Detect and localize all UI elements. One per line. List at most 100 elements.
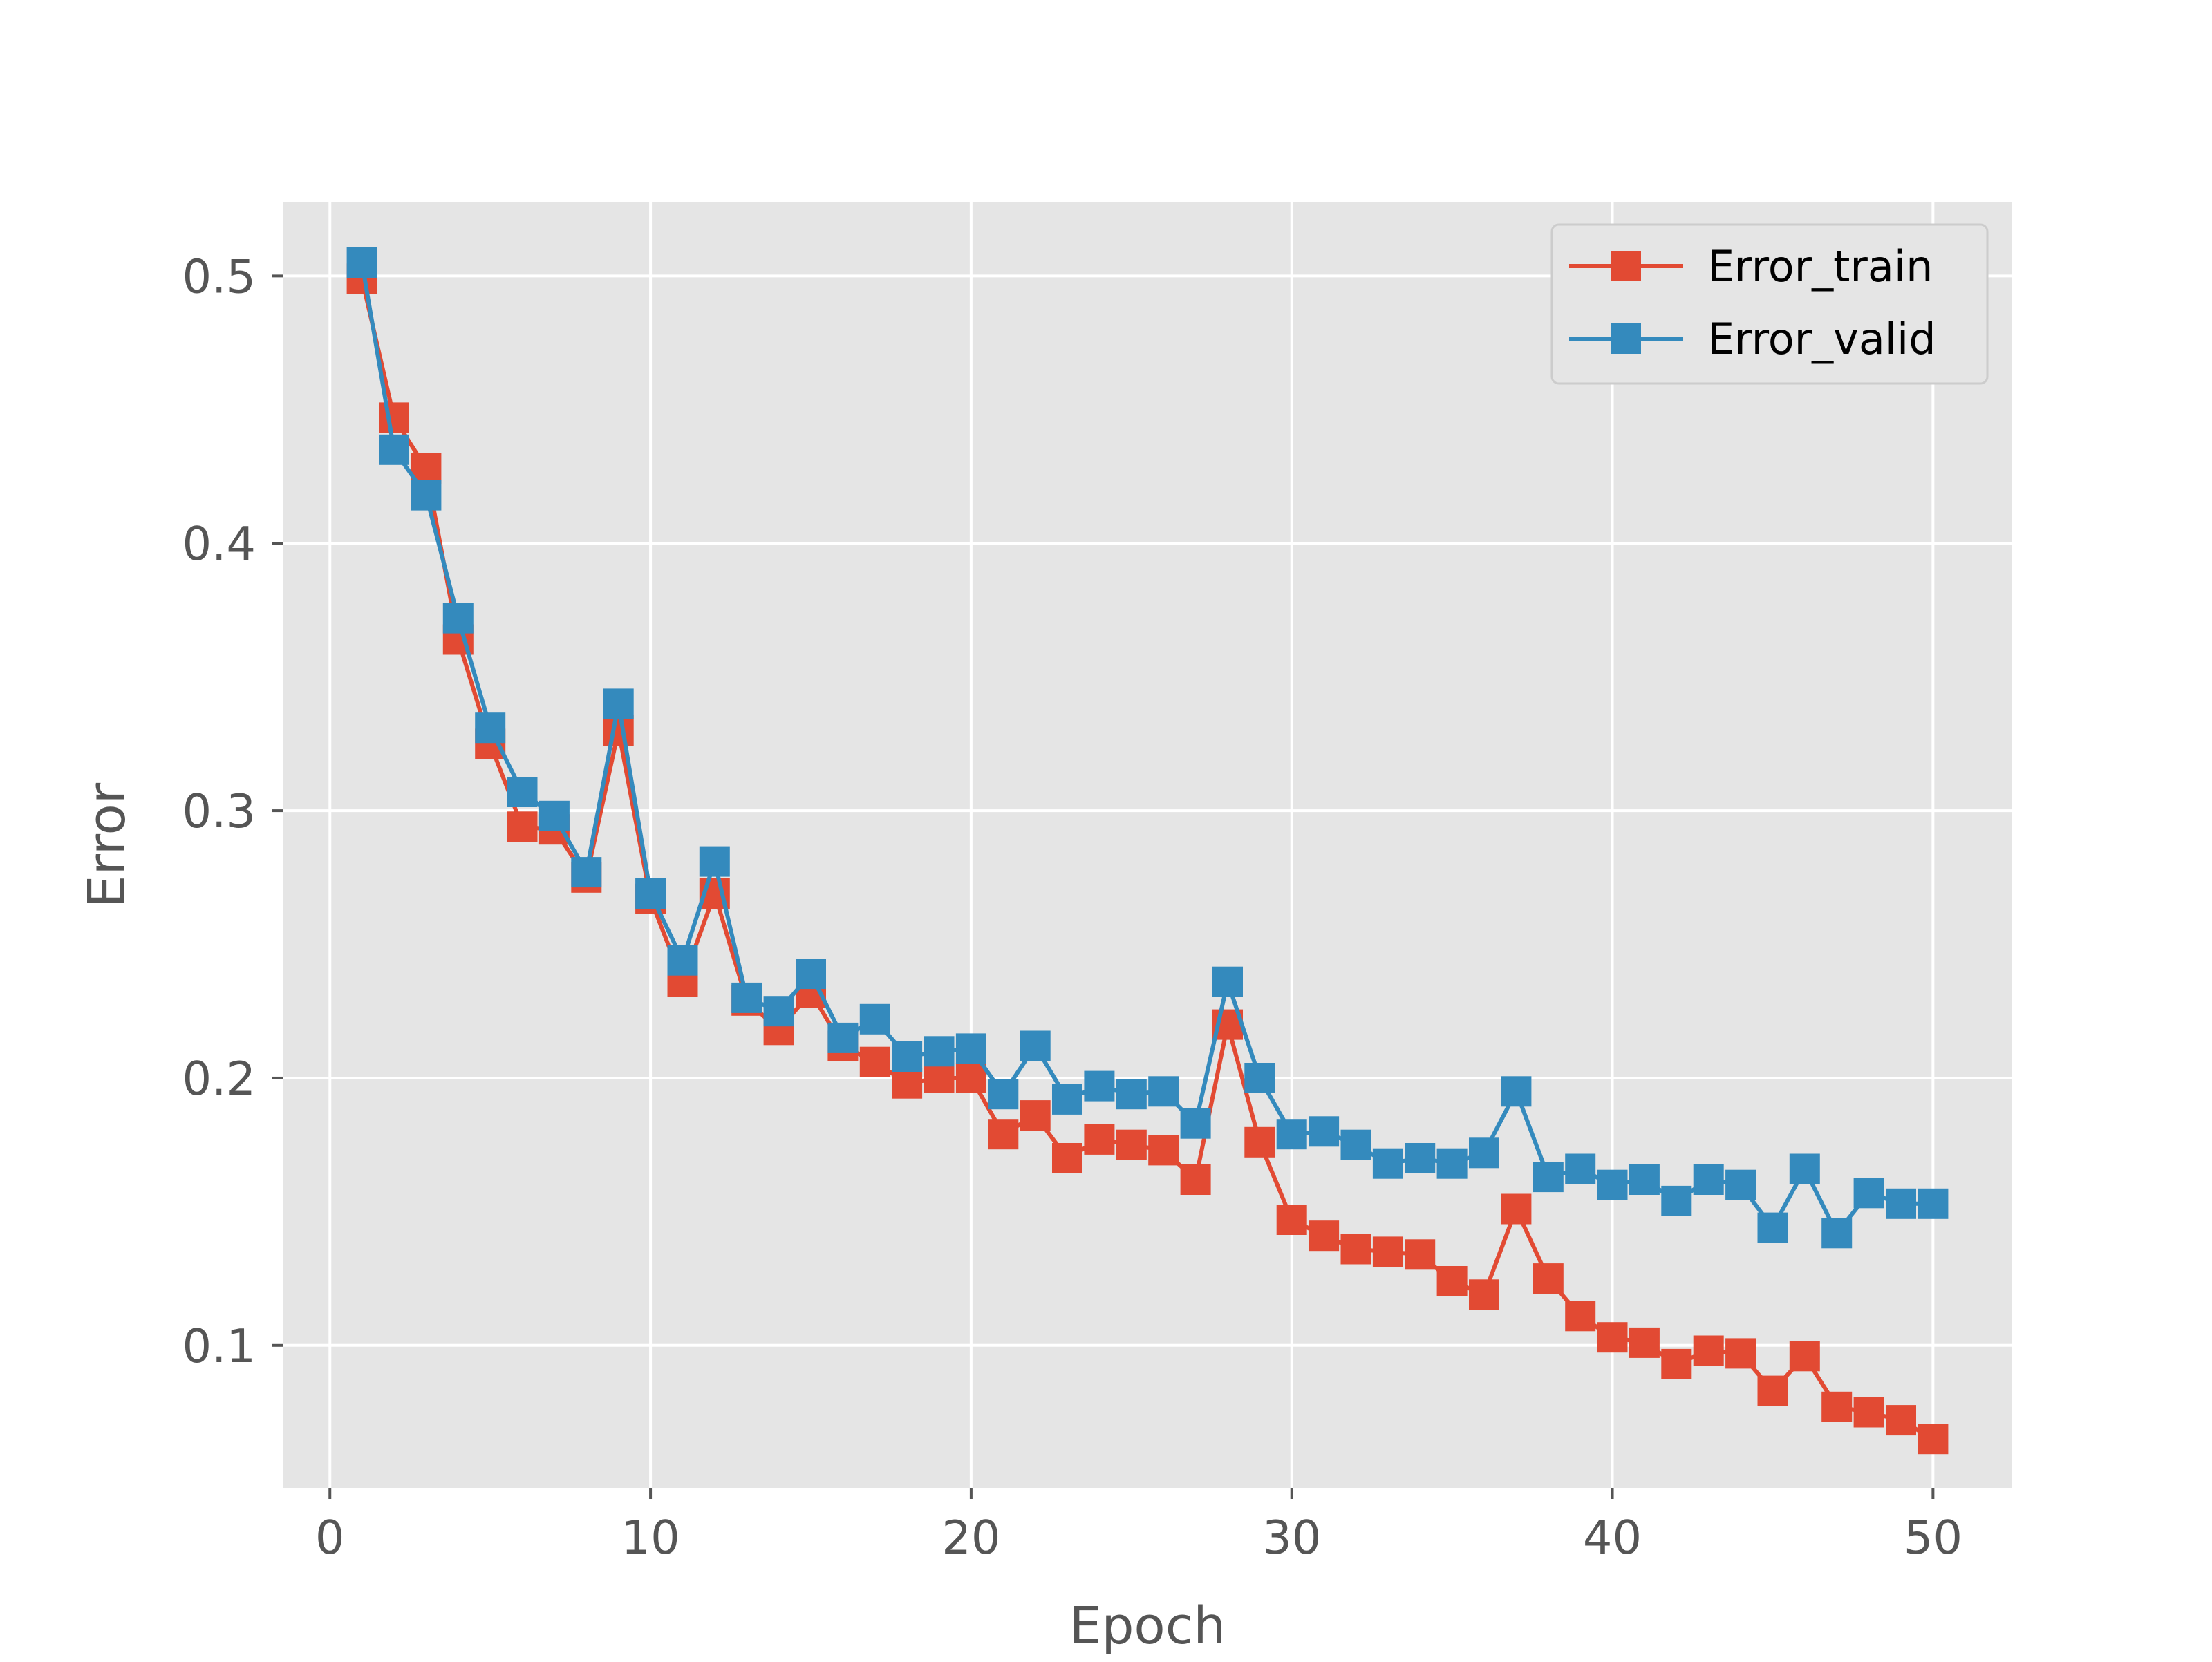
plot-area [283,202,2012,1488]
data-point [1853,1178,1884,1209]
data-point [1533,1162,1564,1193]
data-point [988,1079,1019,1110]
data-point [924,1063,955,1093]
data-point [955,1063,986,1093]
data-point [1052,1143,1082,1173]
data-point [1597,1322,1628,1353]
data-point [346,247,377,278]
data-point [1565,1301,1596,1332]
data-point [1757,1212,1788,1243]
data-point [667,945,698,976]
legend-label: Error_valid [1707,314,1936,364]
data-point [1469,1137,1499,1169]
data-point [1789,1341,1820,1372]
data-point [892,1068,923,1099]
y-tick-label: 0.1 [182,1319,256,1373]
data-point [1340,1129,1371,1160]
data-point [1276,1205,1307,1235]
x-tick-label: 50 [1904,1511,1962,1565]
data-point [603,688,634,719]
y-tick-label: 0.5 [182,249,256,303]
data-point [1212,966,1243,997]
data-point [1148,1076,1179,1107]
data-point [635,878,666,909]
data-point [955,1033,986,1064]
data-point [1821,1218,1853,1249]
series-error-train [346,263,1949,1455]
x-tick-label: 0 [315,1511,345,1565]
x-axis-label: Epoch [1069,1596,1226,1656]
data-point [507,811,538,842]
data-point [924,1036,955,1067]
data-point [796,959,826,990]
axis-ticks: 0 10 20 30 40 50 0.1 0.2 0.3 0.4 0.5 [182,249,1962,1565]
data-point [1918,1424,1949,1455]
x-tick-label: 10 [621,1511,679,1565]
data-point [571,857,602,888]
data-point [1789,1153,1820,1184]
data-point [892,1041,923,1072]
data-point [1565,1153,1596,1184]
data-point [1180,1108,1211,1139]
data-point [442,603,474,634]
data-point [1244,1126,1275,1158]
data-point [1693,1335,1724,1366]
data-point [603,715,634,746]
legend-marker [1611,323,1641,354]
data-point [379,402,409,433]
data-point [1084,1124,1115,1155]
x-tick-label: 40 [1583,1511,1642,1565]
data-point [827,1022,859,1053]
y-tick-label: 0.2 [182,1052,256,1106]
data-point [1725,1169,1756,1200]
data-point [859,1046,890,1077]
legend-marker [1611,251,1641,281]
data-point [1020,1030,1051,1061]
data-point [1244,1063,1275,1093]
data-point [411,480,442,511]
data-point [1148,1135,1179,1166]
data-point [1821,1391,1853,1422]
data-point [1309,1116,1340,1147]
data-point [1918,1188,1949,1219]
data-point [1533,1263,1564,1294]
data-point [1340,1234,1371,1265]
data-point [1052,1084,1082,1115]
data-point [731,982,762,1013]
data-point [1372,1148,1403,1179]
data-point [1276,1119,1307,1150]
data-point [1629,1327,1660,1358]
data-point [859,1003,890,1035]
data-point [538,800,570,831]
data-point [1405,1239,1436,1270]
data-point [1436,1266,1468,1296]
data-point [1661,1348,1692,1379]
data-point [475,712,506,744]
legend: Error_train Error_valid [1550,223,1989,385]
data-point [1629,1164,1660,1195]
x-tick-label: 30 [1262,1511,1321,1565]
legend-item: Error_valid [1569,314,1936,364]
data-point [1693,1164,1724,1195]
data-point [699,846,730,877]
data-point [1116,1079,1147,1110]
data-point [1661,1185,1692,1216]
data-point [1084,1070,1115,1102]
legend-label: Error_train [1707,241,1933,292]
data-point [1116,1129,1147,1160]
data-point [1405,1143,1436,1173]
x-tick-label: 20 [941,1511,1000,1565]
y-tick-label: 0.4 [182,517,256,571]
data-point [1725,1338,1756,1369]
y-tick-label: 0.3 [182,784,256,838]
data-point [1309,1220,1340,1252]
data-point [1020,1100,1051,1131]
data-point [1372,1236,1403,1267]
data-point [379,434,409,465]
data-point [1853,1397,1884,1428]
y-axis-label: Error [77,782,137,907]
series-layer [346,247,1949,1455]
data-point [1757,1375,1788,1406]
data-point [1886,1188,1916,1219]
